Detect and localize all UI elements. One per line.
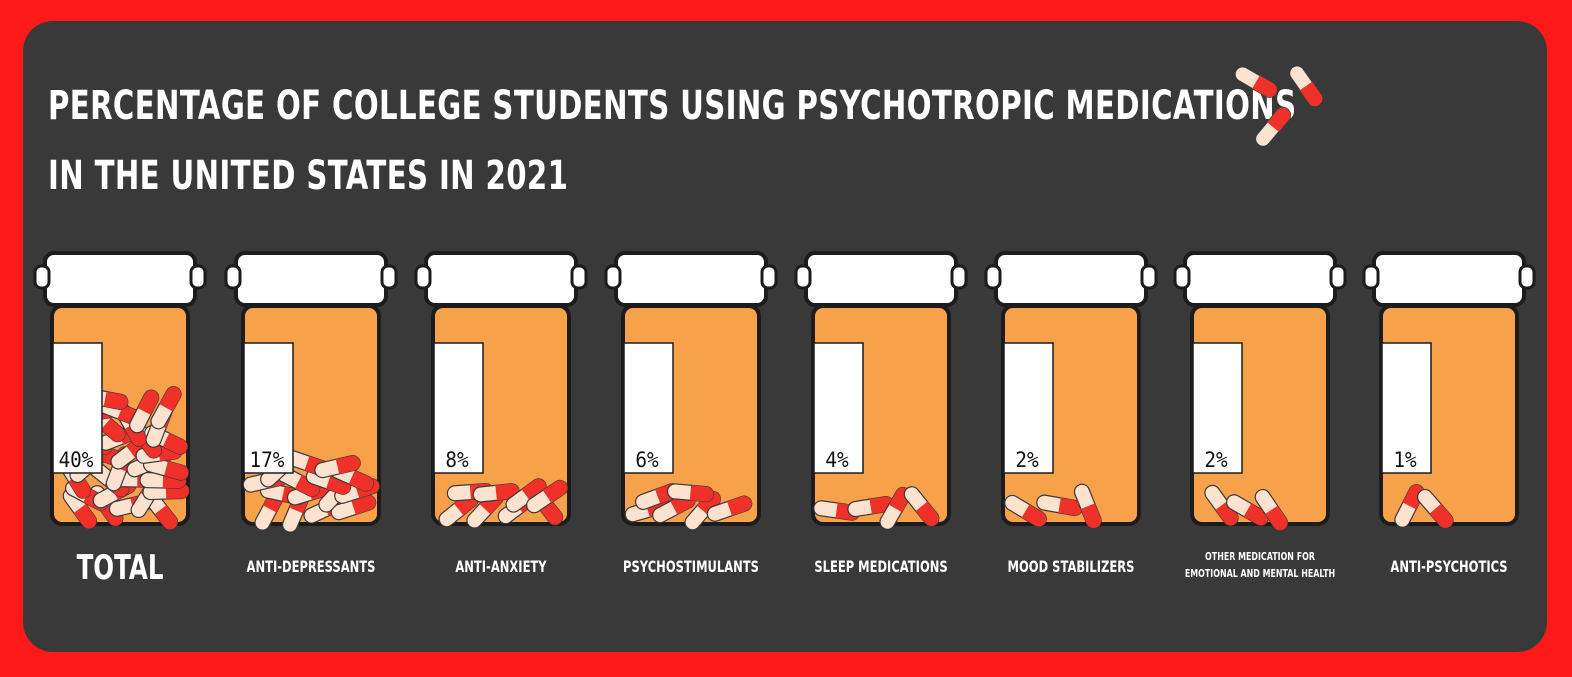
pill-mark [526, 479, 568, 514]
pill-mark [129, 389, 160, 434]
category-label: ANTI-ANXIETY [455, 557, 547, 576]
category-label: TOTAL [76, 548, 164, 588]
value-label: 40% [59, 447, 94, 472]
pill-mark [1394, 484, 1425, 528]
value-label: 4% [825, 447, 848, 472]
pill-jar: 2% [1173, 251, 1347, 531]
pill-mark [666, 483, 714, 503]
jar-cap [994, 251, 1148, 307]
category-label: OTHER MEDICATION FOR EMOTIONAL AND MENTAL… [1184, 550, 1336, 580]
value-label: 8% [445, 447, 468, 472]
jar-cap [424, 251, 578, 307]
category-label: MOOD STABILIZERS [1007, 557, 1135, 576]
pill-jar: 17% [224, 251, 398, 533]
pill-mark [314, 455, 361, 479]
value-label: 1% [1393, 447, 1416, 472]
jar-cap [43, 251, 197, 307]
chart-title-line2: IN THE UNITED STATES IN 2021 [48, 153, 569, 199]
value-box [1192, 342, 1243, 474]
value-box [623, 342, 674, 474]
pill-mark [330, 494, 377, 521]
pill-mark [1036, 494, 1083, 517]
jar-cap [1372, 251, 1526, 307]
pill-mark [1254, 488, 1289, 531]
value-box [813, 342, 864, 474]
value-box [1381, 342, 1432, 474]
pill-mark [903, 486, 940, 527]
pill-mark [1225, 494, 1269, 526]
pill-mark [706, 495, 753, 522]
pill-jar: 40% [33, 251, 207, 531]
pill-jar: 4% [794, 251, 968, 530]
pill-mark [1417, 488, 1454, 529]
pill-icon [1234, 65, 1323, 147]
value-box [52, 342, 103, 474]
category-label: ANTI-DEPRESSANTS [246, 557, 376, 576]
category-label: ANTI-PSYCHOTICS [1390, 557, 1508, 576]
jar-cap [804, 251, 958, 307]
value-label: 2% [1015, 447, 1038, 472]
value-box [243, 342, 294, 474]
value-label: 17% [250, 447, 285, 472]
pill-jar: 6% [604, 251, 778, 531]
pill-jar: 2% [984, 251, 1158, 529]
pill-mark [847, 496, 895, 518]
pill-jar: 1% [1362, 251, 1536, 529]
category-label: SLEEP MEDICATIONS [814, 557, 948, 576]
value-box [433, 342, 484, 474]
pill-mark [1073, 483, 1102, 529]
pill-mark [150, 386, 182, 430]
pill-mark [472, 483, 520, 503]
pill-jar: 8% [414, 251, 588, 529]
value-label: 2% [1204, 447, 1227, 472]
jar-cap [234, 251, 388, 307]
category-label: PSYCHOSTIMULANTS [623, 557, 759, 576]
value-label: 6% [635, 447, 658, 472]
pill-mark [1004, 494, 1047, 528]
jar-cap [1183, 251, 1337, 307]
value-box [1003, 342, 1054, 474]
jar-cap [614, 251, 768, 307]
chart-title-line1: PERCENTAGE OF COLLEGE STUDENTS USING PSY… [48, 83, 1297, 129]
